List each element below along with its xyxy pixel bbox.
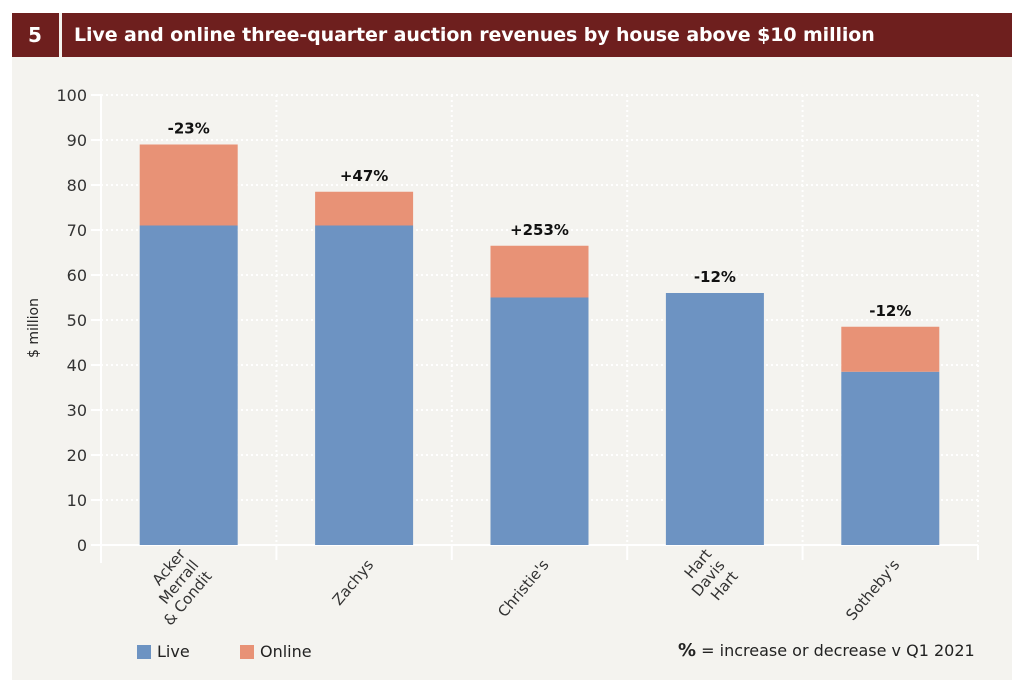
y-tick-label: 70 (67, 221, 87, 240)
legend-item-online: Online (240, 642, 312, 661)
legend-item-live: Live (137, 642, 190, 661)
x-category-label: Sotheby's (842, 556, 903, 624)
x-category-label: HartDavisHart (675, 545, 742, 611)
y-tick-label: 60 (67, 266, 87, 285)
percent-symbol: % (678, 640, 697, 661)
bar-online (841, 326, 940, 372)
chart-header: 5 Live and online three-quarter auction … (12, 13, 1012, 57)
y-tick-label: 90 (67, 131, 87, 150)
chart-panel: 0 10 20 30 40 50 60 70 80 90 100 $ million -23% Acker… (12, 57, 1012, 680)
x-category-label: Christie's (494, 556, 552, 621)
percent-note-text: = increase or decrease v Q1 2021 (701, 641, 975, 660)
bar-live (315, 225, 414, 545)
bar-change-label: -12% (869, 302, 911, 320)
percent-note: % = increase or decrease v Q1 2021 (678, 640, 975, 661)
legend-label-online: Online (260, 642, 312, 661)
chart-number: 5 (28, 23, 42, 47)
y-tick-label: 10 (67, 491, 87, 510)
legend-swatch-live (137, 644, 151, 659)
y-tick-label: 80 (67, 176, 87, 195)
bar-live (841, 371, 940, 545)
bar-change-label: -12% (694, 268, 736, 286)
y-tick-label: 30 (67, 401, 87, 420)
x-category-label: AckerMerrall& Condit (133, 545, 216, 629)
chart-title: Live and online three-quarter auction re… (74, 24, 875, 46)
bar-online (315, 191, 414, 226)
y-tick-label: 20 (67, 446, 87, 465)
legend-label-live: Live (157, 642, 190, 661)
y-tick-label: 0 (77, 536, 87, 555)
x-category-label-line: Sotheby's (842, 556, 903, 624)
y-axis-label: $ million (26, 298, 42, 358)
bar-change-label: +47% (340, 167, 388, 185)
y-tick-label: 40 (67, 356, 87, 375)
y-tick-label: 50 (67, 311, 87, 330)
bar-change-label: +253% (510, 221, 569, 239)
x-category-label: Zachys (329, 556, 378, 609)
legend-swatch-online (240, 644, 254, 659)
bar-change-label: -23% (168, 120, 210, 138)
y-tick-label: 100 (56, 86, 87, 105)
bar-live (139, 225, 238, 545)
x-category-label-line: Christie's (494, 556, 552, 621)
x-category-label-line: Zachys (329, 556, 378, 609)
bar-online (490, 245, 589, 298)
stacked-bar-chart: 0 10 20 30 40 50 60 70 80 90 100 $ million -23% Acker… (26, 86, 979, 629)
header-divider (59, 13, 62, 57)
bar-online (139, 144, 238, 226)
bar-live (490, 297, 589, 545)
bar-live (665, 293, 764, 545)
